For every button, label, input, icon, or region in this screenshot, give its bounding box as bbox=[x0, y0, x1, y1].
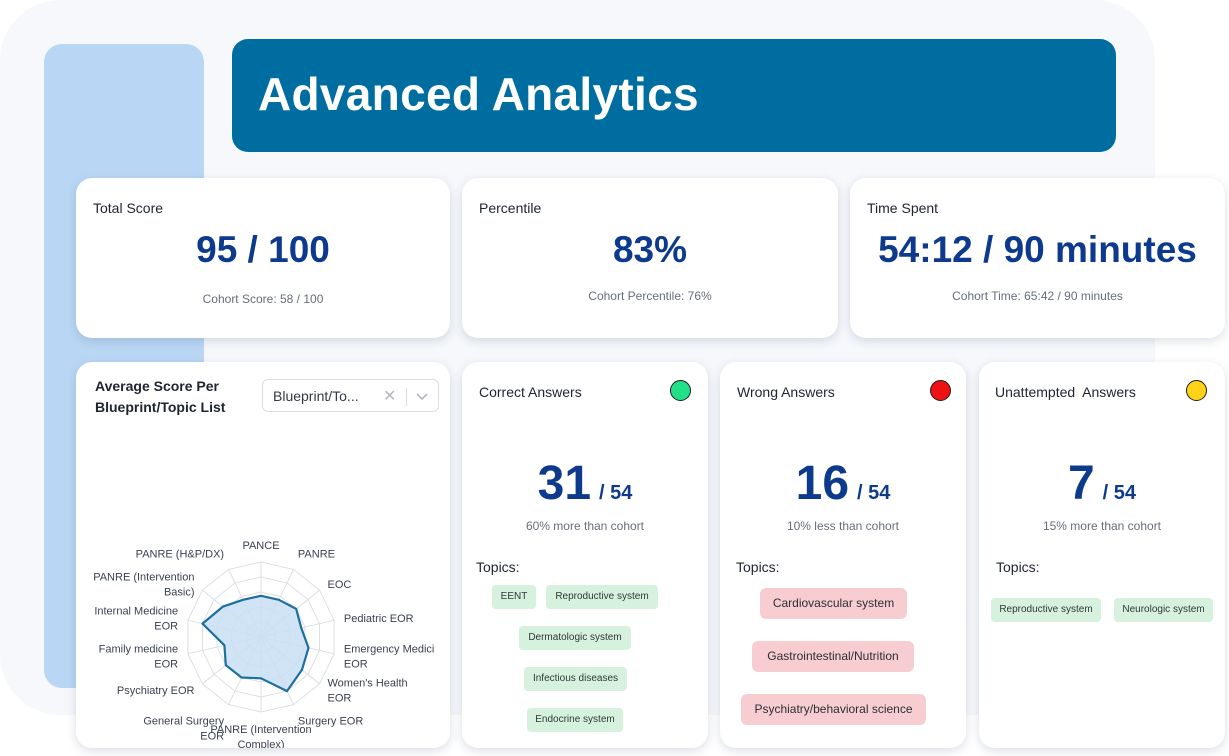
unattempted-answers-label: Unattempted Answers bbox=[995, 384, 1136, 400]
correct-count: 31 / 54 bbox=[462, 456, 708, 511]
radar-axis-label-line: EOR bbox=[328, 693, 352, 705]
unattempted-answers-card: Unattempted Answers 7 / 54 15% more than … bbox=[979, 362, 1225, 748]
radar-axis-label-line: Complex) bbox=[237, 739, 284, 748]
radar-axis-label-line: EOR bbox=[200, 731, 224, 743]
wrong-count-total: / 54 bbox=[857, 482, 891, 504]
radar-axis-label-line: Psychiatry EOR bbox=[117, 685, 195, 697]
radar-axis-label: Family medicine EOR bbox=[99, 643, 179, 670]
radar-axis-label-line: PANCE bbox=[242, 540, 279, 552]
topic-chip: Neurologic system bbox=[1114, 598, 1213, 622]
cohort-score: Cohort Score: 58 / 100 bbox=[202, 292, 324, 306]
unattempted-status-dot bbox=[1186, 380, 1207, 401]
percentile-value: 83% bbox=[612, 229, 688, 270]
radar-chart: PANCE PANRE EOC Pediatric EOR Emergency Medi… bbox=[93, 540, 434, 748]
topic-chip: Gastrointestinal/Nutrition bbox=[752, 641, 914, 672]
radar-axis-label: PANRE (H&P/DX) bbox=[136, 548, 224, 560]
radar-axis-label-line: Basic) bbox=[164, 587, 195, 599]
correct-comparison: 60% more than cohort bbox=[525, 519, 645, 533]
total-score-label: Total Score bbox=[93, 200, 164, 216]
page-title: Advanced Analytics bbox=[258, 68, 699, 120]
radar-axis-label-line: PANRE (Intervention bbox=[93, 572, 194, 584]
radar-axis-label-line: EOR bbox=[344, 658, 368, 670]
radar-axis-label: Women's Health EOR bbox=[328, 678, 408, 705]
radar-axis-label: Pediatric EOR bbox=[344, 613, 414, 625]
wrong-answers-card: Wrong Answers 16 / 54 10% less than cohor… bbox=[720, 362, 966, 748]
radar-axis-label: EOC bbox=[328, 579, 352, 591]
topic-chip: EENT bbox=[492, 585, 536, 609]
percentile-label: Percentile bbox=[479, 200, 542, 216]
radar-axis-label: PANRE (Intervention Complex) bbox=[210, 724, 311, 748]
radar-axis-label: Internal Medicine EOR bbox=[94, 606, 178, 633]
chevron-down-icon[interactable] bbox=[414, 388, 430, 404]
radar-axis-label-line: PANRE bbox=[298, 548, 335, 560]
topic-chip: Reproductive system bbox=[546, 585, 658, 609]
radar-axis-label: General Surgery EOR bbox=[143, 716, 224, 743]
radar-axis-label-line: PANRE (Intervention bbox=[210, 724, 311, 736]
topic-chip: Endocrine system bbox=[527, 708, 623, 732]
radar-axis-label-line: PANRE (H&P/DX) bbox=[136, 548, 224, 560]
topic-chip: Reproductive system bbox=[991, 598, 1101, 622]
unattempted-count: 7 / 54 bbox=[979, 456, 1225, 511]
radar-axis-label-line: General Surgery bbox=[143, 716, 224, 728]
total-score-card: Total Score 95 / 100 Cohort Score: 58 / … bbox=[76, 178, 450, 338]
radar-axis-label-line: Family medicine bbox=[99, 643, 178, 655]
radar-axis-label-line: Surgery EOR bbox=[298, 716, 363, 728]
x-icon[interactable]: ✕ bbox=[383, 388, 397, 405]
unattempted-comparison: 15% more than cohort bbox=[1042, 519, 1162, 533]
radar-axis-label-line: EOR bbox=[154, 658, 178, 670]
correct-status-dot bbox=[670, 380, 691, 401]
wrong-answers-label: Wrong Answers bbox=[737, 384, 835, 400]
correct-topics-label: Topics: bbox=[476, 559, 520, 575]
wrong-topics-label: Topics: bbox=[736, 559, 780, 575]
percentile-card: Percentile 83% Cohort Percentile: 76% bbox=[462, 178, 838, 338]
radar-axis-label: Psychiatry EOR bbox=[117, 685, 195, 697]
topic-chip: Cardiovascular system bbox=[760, 588, 907, 619]
select-separator bbox=[406, 388, 407, 406]
cohort-time: Cohort Time: 65:42 / 90 minutes bbox=[952, 289, 1123, 303]
time-spent-label: Time Spent bbox=[867, 200, 939, 216]
blueprint-select-value: Blueprint/To... bbox=[273, 388, 359, 404]
total-score-value: 95 / 100 bbox=[196, 229, 330, 270]
unattempted-count-total: / 54 bbox=[1102, 482, 1137, 504]
radar-axis-label-line: Pediatric EOR bbox=[344, 613, 414, 625]
radar-axis-label: Emergency Medici EOR bbox=[344, 643, 434, 670]
wrong-comparison: 10% less than cohort bbox=[786, 519, 900, 533]
topic-chip: Infectious diseases bbox=[524, 667, 627, 691]
wrong-count-number: 16 bbox=[795, 457, 850, 510]
radar-axis-label: PANRE (Intervention Basic) bbox=[93, 572, 194, 599]
wrong-status-dot bbox=[930, 380, 951, 401]
blueprint-select[interactable]: Blueprint/To... ✕ bbox=[262, 379, 439, 412]
radar-axis-label-line: Women's Health bbox=[328, 678, 408, 690]
correct-answers-card: Correct Answers 31 / 54 60% more than coh… bbox=[462, 362, 708, 748]
header-banner: Advanced Analytics bbox=[232, 39, 1116, 152]
radar-title: Average Score Per Blueprint/Topic List bbox=[95, 378, 226, 415]
radar-axis-label: Surgery EOR bbox=[298, 716, 363, 728]
topic-chip: Psychiatry/behavioral science bbox=[741, 694, 926, 725]
radar-axis-label-line: Emergency Medici bbox=[344, 643, 434, 655]
unattempted-count-number: 7 bbox=[1067, 457, 1095, 510]
radar-axis-label-line: Internal Medicine bbox=[94, 606, 178, 618]
unattempted-topics-label: Topics: bbox=[996, 559, 1040, 575]
radar-series-1 bbox=[201, 594, 310, 693]
time-spent-card: Time Spent 54:12 / 90 minutes Cohort Tim… bbox=[850, 178, 1225, 338]
radar-axis-label-line: EOC bbox=[328, 579, 352, 591]
correct-answers-label: Correct Answers bbox=[479, 384, 582, 400]
correct-count-number: 31 bbox=[537, 457, 592, 510]
cohort-percentile: Cohort Percentile: 76% bbox=[588, 289, 712, 303]
radar-axis-label: PANCE bbox=[242, 540, 279, 552]
time-spent-value: 54:12 / 90 minutes bbox=[878, 229, 1197, 270]
radar-axis-label: PANRE bbox=[298, 548, 335, 560]
topic-chip: Dermatologic system bbox=[519, 626, 631, 650]
correct-count-total: / 54 bbox=[599, 482, 633, 504]
radar-card: Average Score Per Blueprint/Topic List B… bbox=[76, 362, 450, 748]
wrong-count: 16 / 54 bbox=[720, 456, 966, 511]
radar-axis-label-line: EOR bbox=[154, 621, 178, 633]
